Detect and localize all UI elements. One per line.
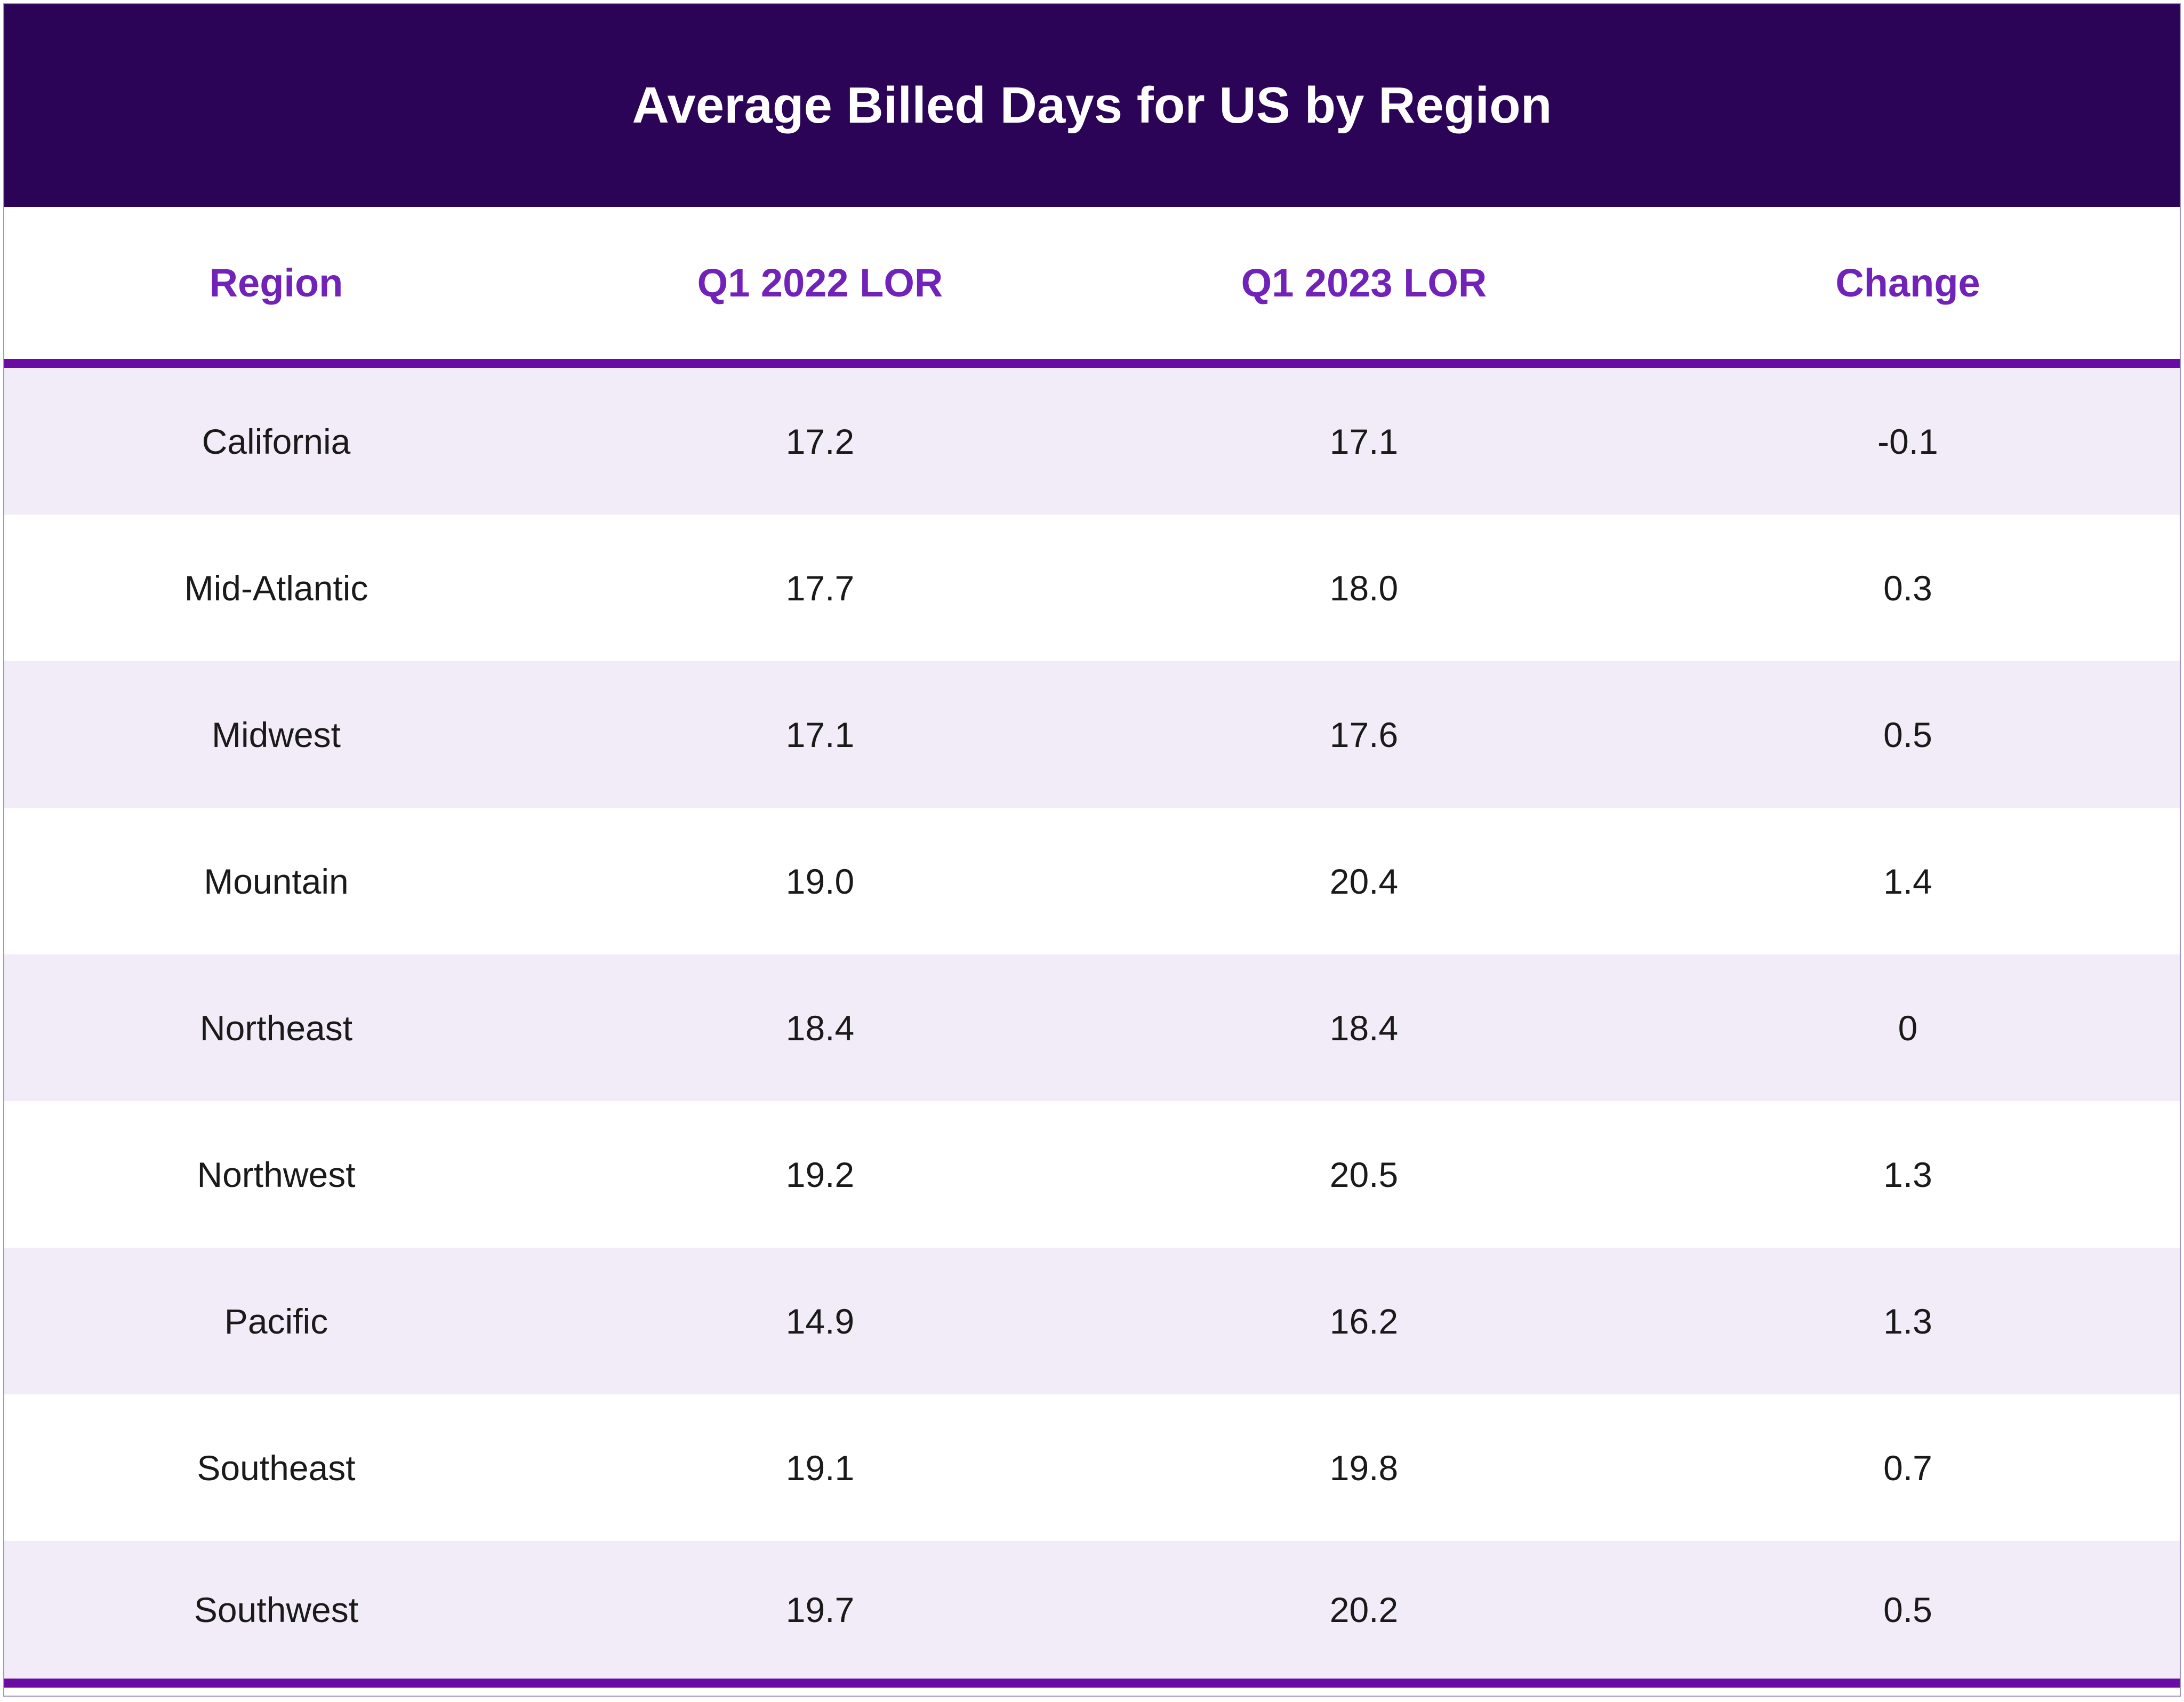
q1-2023-cell: 18.0 [1092, 515, 1636, 661]
table-row: Pacific 14.9 16.2 1.3 [4, 1248, 2180, 1394]
table-row: Southeast 19.1 19.8 0.7 [4, 1394, 2180, 1541]
report-frame: Average Billed Days for US by Region Reg… [3, 3, 2181, 1697]
table-row: Midwest 17.1 17.6 0.5 [4, 661, 2180, 808]
table-header: Region Q1 2022 LOR Q1 2023 LOR Change [4, 207, 2180, 368]
q1-2023-cell: 18.4 [1092, 954, 1636, 1101]
table-row: Northwest 19.2 20.5 1.3 [4, 1101, 2180, 1248]
region-cell: Southeast [4, 1394, 548, 1541]
column-header-change: Change [1636, 207, 2180, 368]
change-cell: 0.5 [1636, 661, 2180, 808]
q1-2022-cell: 19.0 [548, 808, 1092, 954]
table-row: Mid-Atlantic 17.7 18.0 0.3 [4, 515, 2180, 661]
q1-2022-cell: 19.7 [548, 1541, 1092, 1688]
q1-2023-cell: 16.2 [1092, 1248, 1636, 1394]
table-row: Southwest 19.7 20.2 0.5 [4, 1541, 2180, 1688]
table-row: Northeast 18.4 18.4 0 [4, 954, 2180, 1101]
change-cell: 0.5 [1636, 1541, 2180, 1688]
column-header-q1-2023: Q1 2023 LOR [1092, 207, 1636, 368]
region-cell: Northwest [4, 1101, 548, 1248]
q1-2022-cell: 17.7 [548, 515, 1092, 661]
billed-days-table: Region Q1 2022 LOR Q1 2023 LOR Change Ca… [4, 207, 2180, 1688]
change-cell: -0.1 [1636, 368, 2180, 515]
column-header-q1-2022: Q1 2022 LOR [548, 207, 1092, 368]
change-cell: 1.3 [1636, 1101, 2180, 1248]
region-cell: Southwest [4, 1541, 548, 1688]
region-cell: Northeast [4, 954, 548, 1101]
table-row: Mountain 19.0 20.4 1.4 [4, 808, 2180, 954]
page-title: Average Billed Days for US by Region [632, 77, 1552, 134]
table-body: California 17.2 17.1 -0.1 Mid-Atlantic 1… [4, 368, 2180, 1688]
change-cell: 0.3 [1636, 515, 2180, 661]
q1-2022-cell: 19.2 [548, 1101, 1092, 1248]
q1-2022-cell: 14.9 [548, 1248, 1092, 1394]
region-cell: California [4, 368, 548, 515]
q1-2023-cell: 17.6 [1092, 661, 1636, 808]
region-cell: Mountain [4, 808, 548, 954]
change-cell: 1.3 [1636, 1248, 2180, 1394]
q1-2022-cell: 19.1 [548, 1394, 1092, 1541]
q1-2022-cell: 18.4 [548, 954, 1092, 1101]
header-row: Region Q1 2022 LOR Q1 2023 LOR Change [4, 207, 2180, 368]
column-header-region: Region [4, 207, 548, 368]
q1-2023-cell: 20.4 [1092, 808, 1636, 954]
q1-2023-cell: 19.8 [1092, 1394, 1636, 1541]
q1-2022-cell: 17.1 [548, 661, 1092, 808]
title-bar: Average Billed Days for US by Region [4, 4, 2180, 207]
q1-2023-cell: 20.5 [1092, 1101, 1636, 1248]
change-cell: 0 [1636, 954, 2180, 1101]
q1-2023-cell: 20.2 [1092, 1541, 1636, 1688]
region-cell: Midwest [4, 661, 548, 808]
q1-2023-cell: 17.1 [1092, 368, 1636, 515]
change-cell: 1.4 [1636, 808, 2180, 954]
table-row: California 17.2 17.1 -0.1 [4, 368, 2180, 515]
q1-2022-cell: 17.2 [548, 368, 1092, 515]
region-cell: Pacific [4, 1248, 548, 1394]
region-cell: Mid-Atlantic [4, 515, 548, 661]
change-cell: 0.7 [1636, 1394, 2180, 1541]
